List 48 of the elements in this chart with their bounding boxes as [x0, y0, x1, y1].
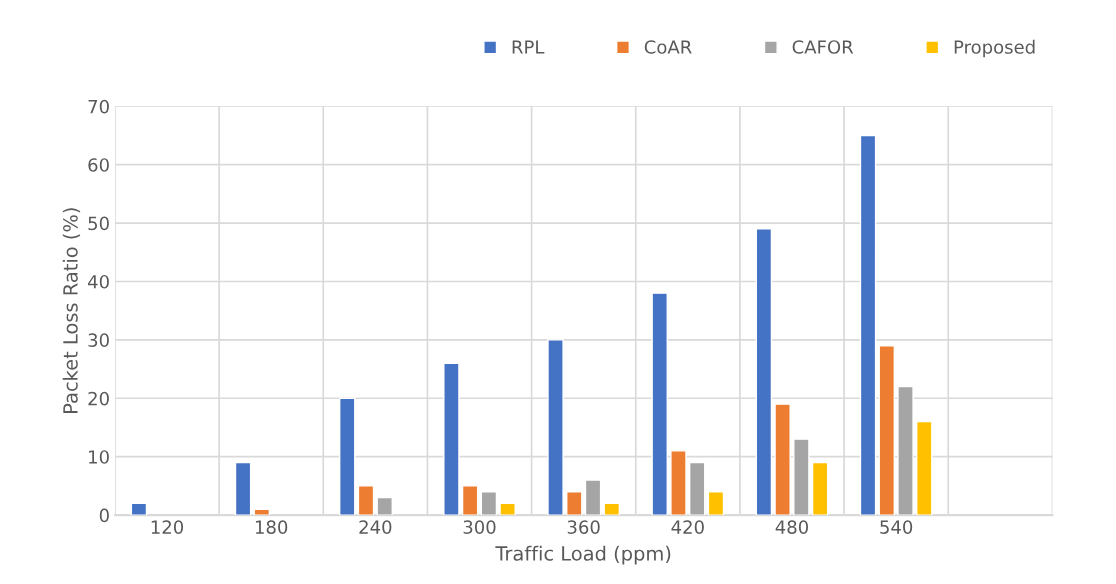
x-tick-label: 120: [151, 520, 184, 534]
bar: [253, 508, 271, 516]
bar: [603, 502, 621, 516]
bar: [234, 461, 252, 516]
y-tick-label: 20: [88, 391, 109, 406]
y-tick-label: 60: [88, 158, 109, 172]
y-tick-label: 0: [99, 508, 109, 523]
legend-label: RPL: [512, 40, 545, 54]
bar: [793, 438, 810, 516]
bar: [443, 362, 460, 516]
x-tick-label: 540: [880, 520, 913, 534]
legend-label: CoAR: [644, 40, 692, 54]
bar: [651, 292, 668, 516]
legend-label: CAFOR: [792, 40, 854, 54]
y-tick-label: 50: [88, 216, 109, 231]
x-axis-title: Traffic Load (ppm): [495, 545, 671, 565]
bar: [357, 485, 375, 516]
bar: [916, 420, 933, 516]
bar: [547, 339, 564, 516]
x-tick-label: 360: [567, 520, 600, 534]
y-tick-label: 70: [88, 99, 109, 114]
bar: [707, 491, 725, 516]
bar: [566, 491, 583, 516]
bar: [480, 491, 498, 516]
legend-label: Proposed: [954, 39, 1035, 58]
bar: [859, 134, 877, 516]
bar: [130, 502, 148, 516]
bar: [878, 345, 896, 516]
bar: [670, 450, 687, 516]
y-tick-label: 30: [88, 333, 109, 347]
bar: [584, 479, 602, 516]
bar: [688, 461, 706, 516]
x-tick-label: 480: [775, 520, 809, 534]
bar: [338, 397, 356, 516]
bar: [461, 485, 479, 516]
x-tick-label: 420: [671, 520, 704, 534]
bar: [897, 385, 914, 516]
x-tick-label: 180: [255, 520, 288, 534]
bar: [774, 403, 791, 516]
bar: [811, 461, 829, 516]
bar: [499, 502, 516, 516]
y-tick-label: 40: [87, 274, 109, 289]
x-tick-label: 240: [359, 520, 392, 534]
bar: [755, 228, 773, 516]
bar: [376, 496, 393, 516]
x-tick-label: 300: [463, 520, 496, 534]
y-axis-title: Packet Loss Ratio (%): [62, 208, 81, 413]
y-tick-label: 10: [89, 450, 109, 464]
